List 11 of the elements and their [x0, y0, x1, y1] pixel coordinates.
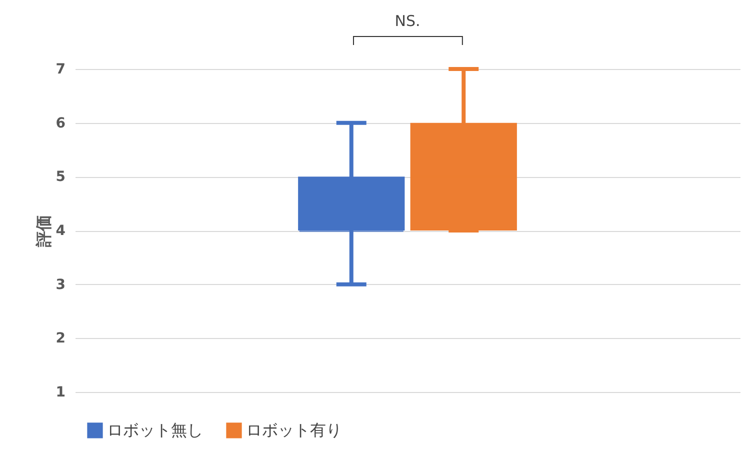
y-axis-title: 評価	[34, 215, 53, 248]
y-tick-label: 6	[56, 115, 66, 132]
y-tick-label: 7	[56, 62, 66, 78]
legend-label: ロボット有り	[246, 420, 342, 440]
y-tick-label: 2	[56, 330, 66, 347]
y-tick-label: 1	[56, 384, 66, 400]
text: NS.	[394, 12, 420, 30]
legend-label: ロボット無し	[107, 420, 203, 440]
y-tick-label: 3	[56, 276, 66, 293]
y-tick-label: 4	[56, 223, 66, 239]
y-tick-label: 5	[56, 169, 66, 186]
